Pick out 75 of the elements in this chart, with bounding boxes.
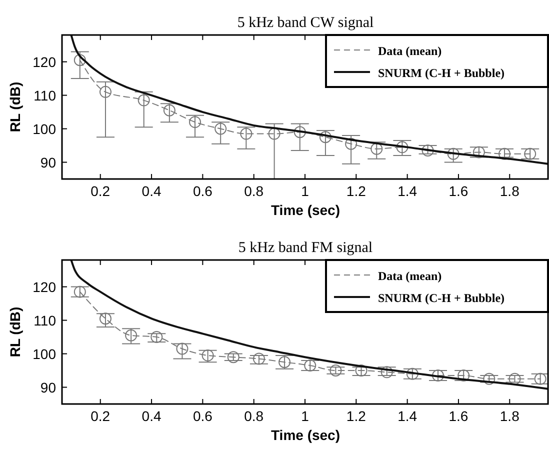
point [447,148,460,160]
y-axis-title: RL (dB) [7,82,23,132]
x-tick-label: 1.8 [500,183,520,199]
x-tick-label: 0.6 [192,183,213,199]
point [99,312,112,325]
point [319,131,332,144]
x-tick-label: 0.8 [244,183,264,199]
x-axis-title: Time (sec) [271,202,340,218]
y-tick-label: 120 [32,54,56,70]
point [99,86,112,98]
point [524,148,536,160]
x-tick-label: 0.4 [142,408,162,424]
point [125,329,138,342]
x-tick-label: 0.6 [192,408,213,424]
point [304,359,316,372]
x-tick-label: 1.6 [448,183,468,199]
point [345,138,358,150]
point [240,128,252,140]
point [278,356,291,368]
line-series [70,260,548,390]
x-tick-label: 0.4 [142,183,162,199]
point [176,342,188,355]
y-tick-label: 120 [32,278,56,295]
point [163,104,176,116]
point [74,54,86,66]
chart-title: 5 kHz band FM signal [238,240,373,256]
legend-label: Data (mean) [378,269,442,283]
point [380,366,393,378]
point [294,126,306,138]
point [189,116,202,128]
point [227,351,240,364]
point [138,94,150,106]
point [483,372,496,385]
point [330,364,342,377]
y-tick-label: 100 [32,346,56,362]
point [74,286,86,298]
x-tick-label: 1.4 [398,408,418,424]
x-tick-label: 1 [301,183,310,199]
x-tick-label: 1.2 [346,408,366,424]
point [370,142,383,155]
point [498,148,511,160]
y-tick-label: 110 [34,312,56,328]
point [252,352,265,365]
x-tick-label: 1.6 [448,408,468,424]
x-tick-label: 0.2 [90,408,110,424]
x-tick-label: 1.8 [500,408,520,424]
point [508,372,521,385]
x-tick-label: 1.2 [346,183,366,199]
point [396,141,408,154]
y-axis-title: RL (dB) [7,306,23,358]
point [534,372,546,385]
legend-label: SNURM (C-H + Bubble) [378,291,505,305]
point [458,370,470,382]
point [268,128,280,140]
point [214,122,227,135]
x-tick-label: 0.2 [90,183,110,199]
y-tick-label: 110 [34,87,56,104]
point [472,146,485,158]
x-axis-title: Time (sec) [271,427,340,443]
x-tick-label: 0.8 [244,408,264,424]
point [432,370,444,382]
point [422,144,434,157]
x-tick-label: 1 [301,408,310,424]
point [406,368,418,380]
chart-title: 5 kHz band CW signal [237,15,374,31]
y-tick-label: 90 [40,379,56,396]
point [202,349,214,362]
y-tick-label: 100 [32,120,56,137]
point [355,364,368,377]
line-series [70,35,548,165]
legend-label: Data (mean) [378,44,442,58]
y-tick-label: 90 [40,154,56,170]
x-tick-label: 1.4 [398,183,418,199]
legend-label: SNURM (C-H + Bubble) [378,66,505,80]
point [150,331,163,344]
